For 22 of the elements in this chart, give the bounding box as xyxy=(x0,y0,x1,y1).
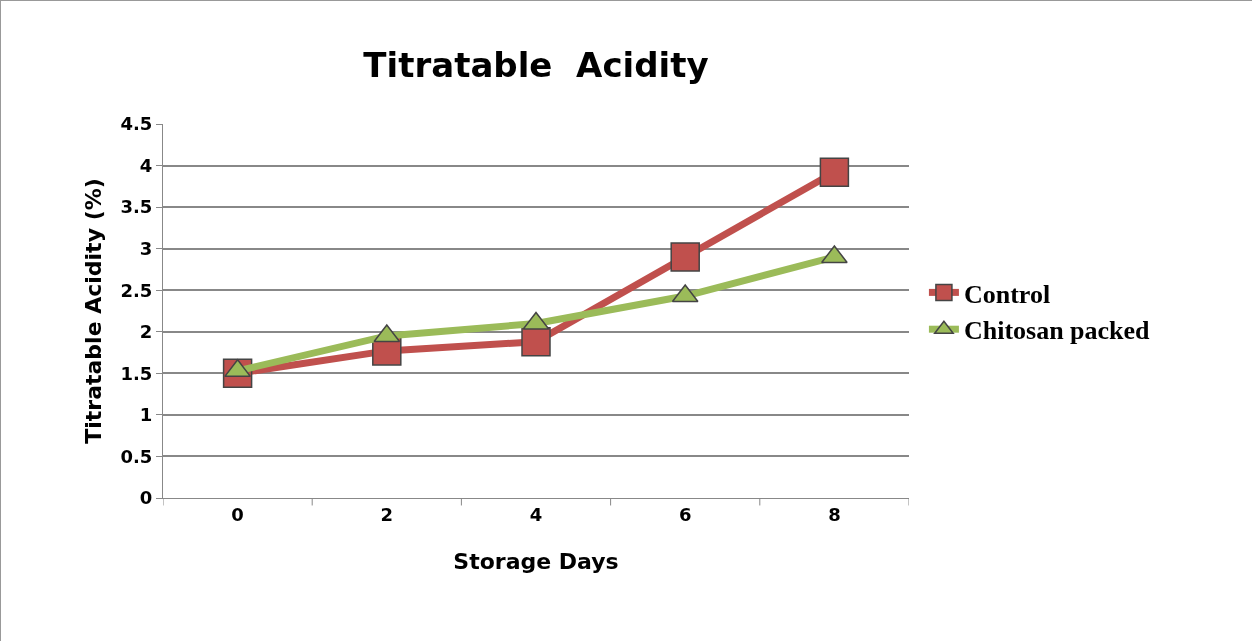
y-tick-label: 1 xyxy=(139,404,153,426)
y-tick-label: 3 xyxy=(139,237,153,259)
y-tick-label: 3.5 xyxy=(120,196,153,218)
legend-label: Chitosan packed xyxy=(963,316,1151,346)
x-axis-title: Storage Days xyxy=(453,549,619,575)
chart-title: Titratable Acidity xyxy=(363,45,709,85)
x-tick-label: 8 xyxy=(828,503,841,525)
y-tick-label: 2 xyxy=(139,321,153,343)
x-tick-label: 4 xyxy=(529,503,543,525)
x-tick-label: 6 xyxy=(678,503,692,525)
y-tick-label: 4 xyxy=(139,154,153,176)
legend-label: Control xyxy=(963,279,1051,309)
y-tick-label: 1.5 xyxy=(120,362,153,384)
point xyxy=(670,242,700,272)
x-tick-label: 2 xyxy=(380,503,394,525)
y-axis-title: Titratable Acidity (%) xyxy=(81,178,107,444)
y-tick-label: 4.5 xyxy=(120,113,153,135)
y-tick-label: 2.5 xyxy=(120,279,153,301)
x-tick-label: 0 xyxy=(231,503,244,525)
y-tick-label: 0 xyxy=(139,487,153,509)
point xyxy=(819,157,850,187)
y-tick-label: 0.5 xyxy=(120,445,153,467)
